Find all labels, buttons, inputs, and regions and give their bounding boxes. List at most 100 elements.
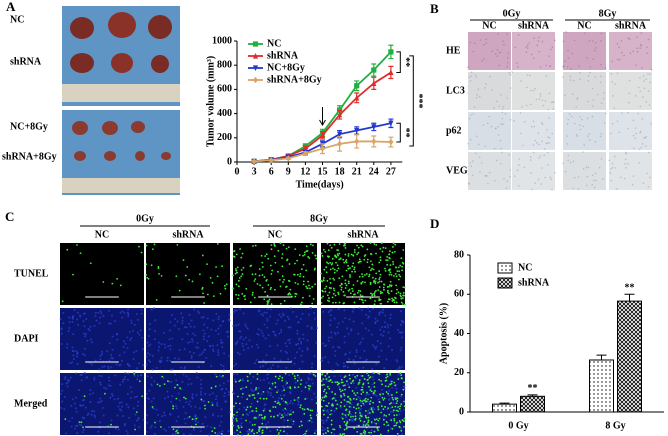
nucleus	[185, 375, 188, 378]
texture	[614, 83, 616, 86]
texture	[478, 156, 481, 159]
tunel-dot	[352, 262, 355, 265]
tunel-dot	[211, 430, 214, 433]
nucleus	[270, 388, 273, 391]
nucleus	[189, 400, 192, 403]
nucleus	[126, 378, 129, 381]
texture	[634, 95, 637, 97]
nucleus	[92, 392, 95, 395]
tunel-dot	[383, 423, 386, 426]
nucleus	[275, 322, 278, 325]
tunel-dot	[354, 293, 356, 296]
y-tick-label: 200	[217, 132, 232, 143]
nucleus	[250, 402, 253, 405]
nucleus	[289, 392, 292, 395]
nucleus	[306, 347, 309, 350]
nucleus	[372, 307, 375, 310]
nucleus	[310, 327, 313, 330]
texture	[639, 77, 641, 79]
nucleus	[121, 405, 124, 408]
nucleus	[267, 421, 270, 424]
texture	[470, 71, 473, 74]
nucleus	[282, 408, 285, 411]
tunel-dot	[292, 411, 295, 414]
tunel-dot	[357, 407, 360, 409]
nucleus	[325, 380, 328, 383]
nucleus	[310, 421, 313, 424]
row-label: Merged	[14, 398, 48, 409]
nucleus	[184, 412, 187, 415]
fluorescence-image	[60, 243, 144, 305]
tunel-dot	[206, 263, 208, 265]
nucleus	[324, 427, 327, 430]
texture	[547, 136, 550, 138]
nucleus	[225, 388, 228, 391]
tunel-dot	[356, 280, 359, 282]
tunel-dot	[276, 391, 278, 394]
nucleus	[240, 422, 243, 425]
tunel-dot	[254, 388, 257, 391]
nucleus	[400, 336, 403, 339]
nucleus	[100, 400, 103, 403]
nucleus	[182, 433, 185, 436]
tunel-dot	[361, 275, 364, 278]
ihc-image	[512, 112, 555, 150]
tunel-dot	[215, 266, 217, 268]
tunel-dot	[338, 424, 341, 427]
nucleus	[210, 328, 213, 331]
nucleus	[80, 373, 83, 376]
tunel-dot	[385, 376, 388, 379]
nucleus	[266, 377, 269, 380]
nucleus	[355, 351, 358, 354]
legend-label: NC	[518, 262, 532, 273]
tunel-dot	[133, 372, 136, 375]
tunel-dot	[379, 273, 382, 276]
nucleus	[187, 403, 190, 406]
nucleus	[278, 313, 281, 316]
nucleus	[89, 393, 92, 396]
tunel-dot	[299, 383, 302, 386]
texture	[586, 57, 589, 59]
nucleus	[359, 401, 362, 404]
data-point	[268, 157, 274, 164]
nucleus	[375, 345, 378, 348]
legend-marker	[252, 65, 259, 72]
tunel-dot	[397, 406, 399, 408]
texture	[476, 94, 478, 96]
nucleus	[299, 318, 302, 321]
tunel-dot	[210, 387, 213, 389]
texture	[516, 169, 519, 171]
texture	[518, 184, 520, 187]
nucleus	[295, 351, 298, 354]
tunel-dot	[268, 298, 271, 301]
nucleus	[302, 337, 305, 340]
tunel-dot	[292, 420, 295, 423]
nucleus	[266, 319, 269, 322]
nucleus	[82, 428, 85, 431]
texture	[532, 57, 535, 59]
nucleus	[120, 409, 123, 412]
tunel-dot	[188, 415, 191, 418]
tunel-dot	[379, 433, 382, 436]
x-tick-label: 15	[318, 166, 328, 177]
tunel-dot	[312, 298, 315, 300]
tunel-dot	[368, 412, 371, 414]
tunel-dot	[396, 288, 398, 291]
tunel-dot	[380, 405, 383, 408]
nucleus	[375, 362, 378, 365]
nucleus	[333, 317, 336, 320]
tunel-dot	[309, 414, 312, 417]
tunel-dot	[386, 263, 389, 266]
y-tick-label: 20	[454, 367, 464, 378]
nucleus	[71, 346, 74, 349]
texture	[509, 119, 512, 121]
data-point	[319, 145, 326, 152]
nucleus	[387, 431, 390, 434]
nucleus	[280, 315, 283, 318]
texture	[566, 135, 568, 137]
texture	[627, 37, 630, 40]
nucleus	[107, 424, 110, 427]
tunel-dot	[237, 294, 240, 297]
tumor	[74, 151, 86, 161]
tunel-dot	[267, 284, 270, 286]
